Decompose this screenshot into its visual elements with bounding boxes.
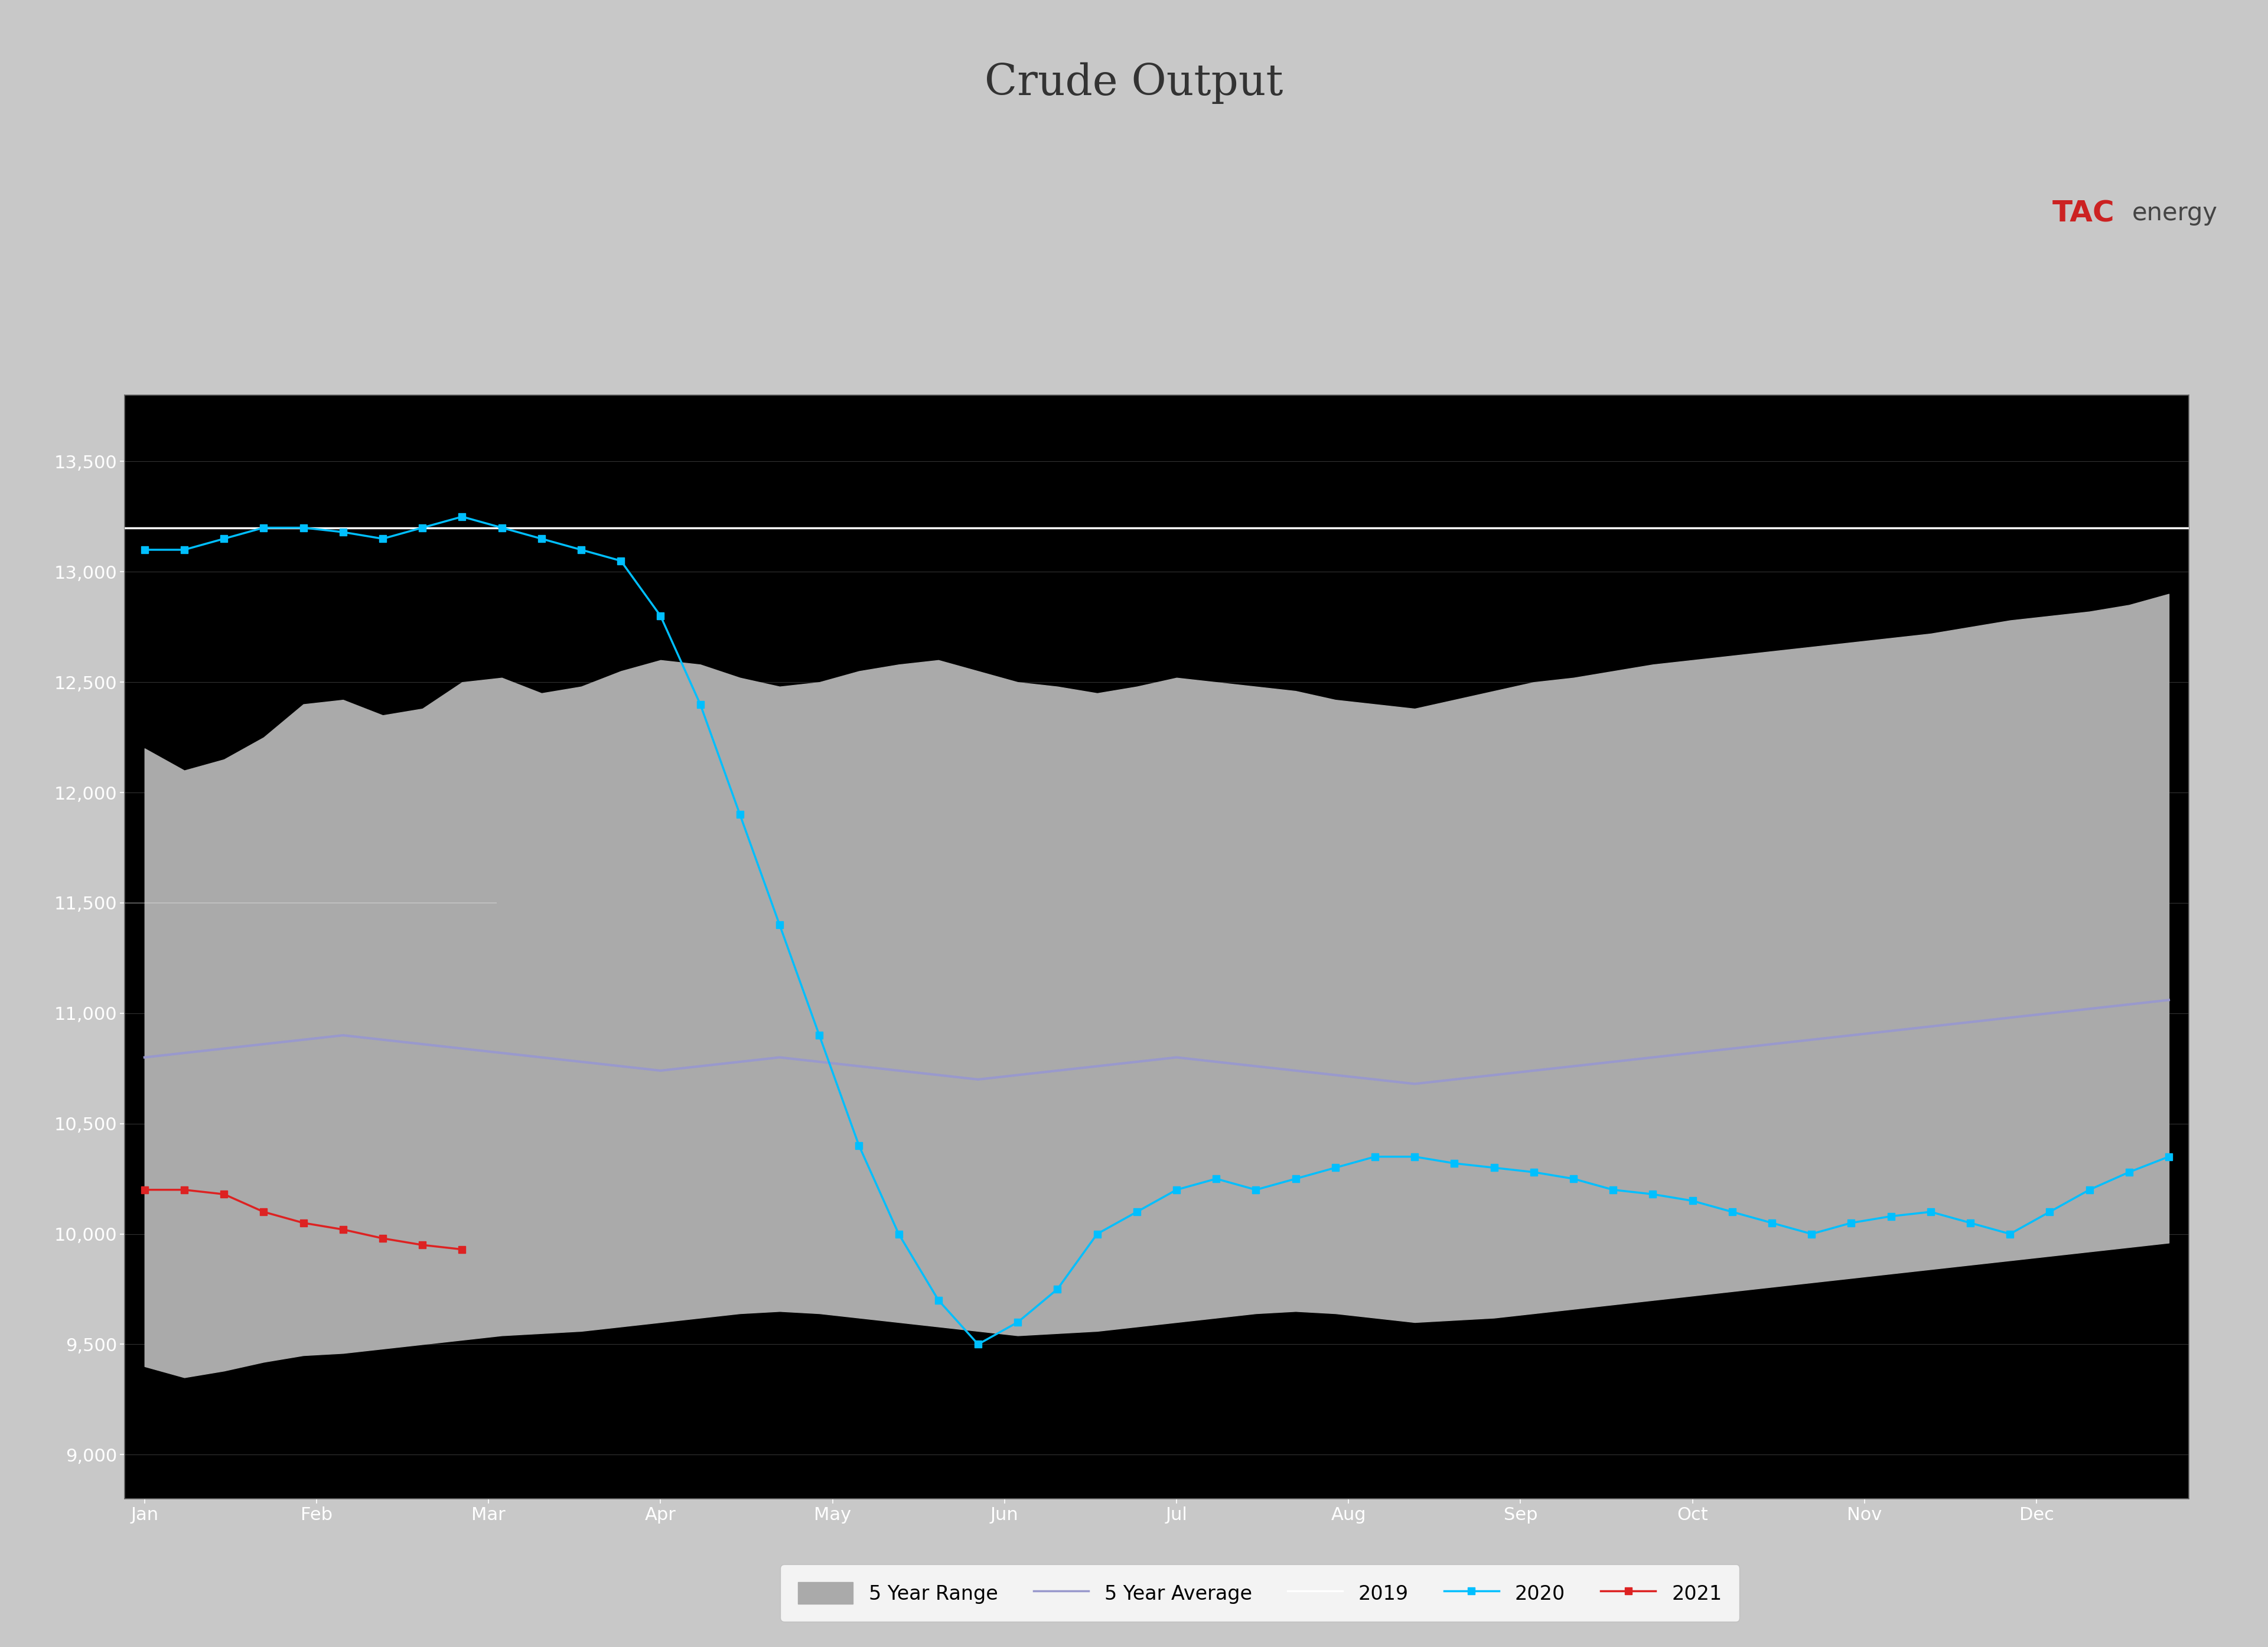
Text: energy: energy (2132, 201, 2218, 226)
Legend: 5 Year Range, 5 Year Average, 2019, 2020, 2021: 5 Year Range, 5 Year Average, 2019, 2020… (780, 1565, 1740, 1621)
Text: Crude Output: Crude Output (984, 63, 1284, 104)
Text: TAC: TAC (2053, 199, 2116, 227)
